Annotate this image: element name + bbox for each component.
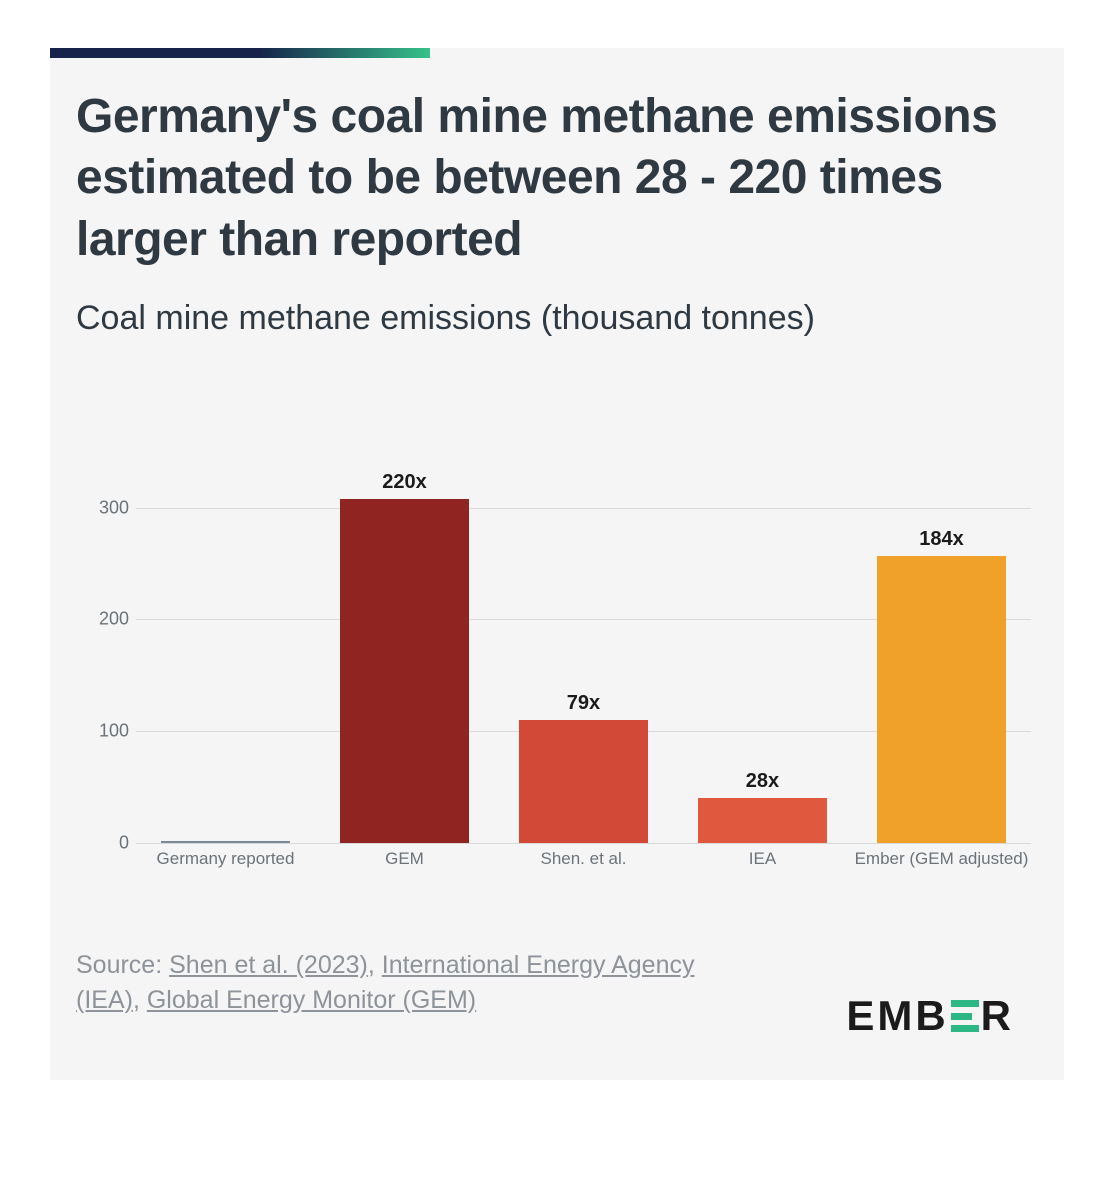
plot-area: 0100200300220x79x28x184x: [136, 463, 1031, 843]
bar-chart: 0 100 200 300 220x 79x 28x 184x Germany reporte…: [76, 443, 1036, 893]
bar: [161, 841, 290, 843]
chart-subtitle: Coal mine methane emissions (thousand to…: [76, 296, 876, 342]
bar-value-label: 184x: [877, 528, 1006, 551]
ember-logo: EMB R: [846, 992, 1014, 1040]
bar-value-label: 79x: [519, 692, 648, 715]
bar: 79x: [519, 720, 648, 843]
y-tick-label: 0: [81, 833, 129, 854]
source-link[interactable]: Global Energy Monitor (GEM): [147, 986, 476, 1014]
accent-bar: [50, 48, 430, 58]
logo-bars-icon: [951, 1000, 979, 1032]
y-tick-label: 100: [81, 721, 129, 742]
bar-value-label: 220x: [340, 471, 469, 494]
y-tick-label: 300: [81, 497, 129, 518]
gridline: [136, 508, 1031, 509]
chart-title: Germany's coal mine methane emissions es…: [76, 86, 1036, 270]
y-tick-label: 200: [81, 609, 129, 630]
x-tick-label: Ember (GEM adjusted): [852, 848, 1031, 869]
x-tick-label: Germany reported: [136, 848, 315, 869]
gridline: [136, 843, 1031, 844]
source-text: Source: Shen et al. (2023), Internationa…: [76, 948, 696, 1018]
logo-text-before: EMB: [846, 992, 948, 1040]
bar: 28x: [698, 798, 827, 843]
logo-text-after: R: [981, 992, 1014, 1040]
bar: 220x: [340, 499, 469, 843]
x-tick-label: GEM: [315, 848, 494, 869]
source-link[interactable]: Shen et al. (2023): [169, 951, 368, 979]
bar-value-label: 28x: [698, 770, 827, 793]
chart-card: Germany's coal mine methane emissions es…: [50, 48, 1064, 1080]
x-tick-label: IEA: [673, 848, 852, 869]
bar: 184x: [877, 556, 1006, 843]
x-tick-label: Shen. et al.: [494, 848, 673, 869]
